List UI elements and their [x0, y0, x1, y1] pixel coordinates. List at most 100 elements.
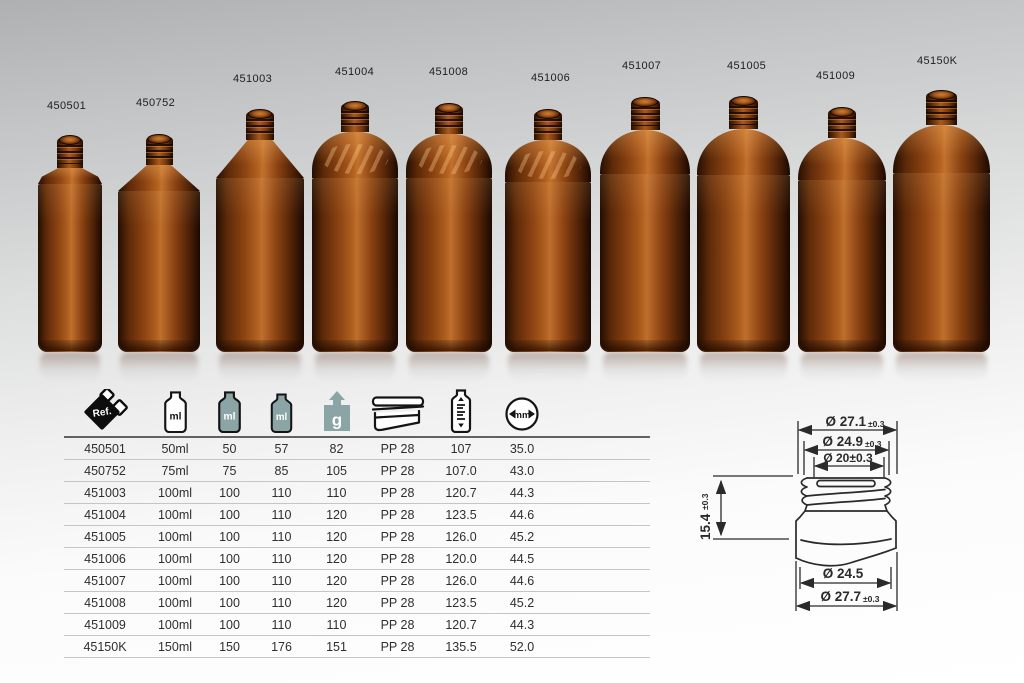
cell-nominal-capacity: 100ml	[146, 503, 204, 526]
bottle-label: 451004	[335, 66, 375, 78]
table-row: 45150K 150ml 150 176 151 PP 28 135.5 52.0	[64, 635, 650, 658]
cell-spacer	[552, 591, 650, 614]
weight-icon: g	[323, 391, 350, 431]
table-row: 451006 100ml 100 110 120 PP 28 120.0 44.5	[64, 547, 650, 570]
column-header-spacer	[552, 381, 650, 438]
cell-brimful-capacity: 85	[255, 459, 308, 482]
ml-label: ml	[224, 411, 236, 422]
spec-table-header: Ref. ml ml ml g	[64, 381, 650, 438]
dim-bore: Ø 20±0.3	[823, 451, 873, 465]
cell-brimful-capacity: 110	[255, 481, 308, 504]
cell-nominal-capacity: 150ml	[146, 635, 204, 658]
bottle-shoulder	[216, 140, 304, 178]
bottle-reflection	[120, 352, 198, 386]
dim-lower-od: Ø 24.5	[823, 566, 864, 581]
bottle-label: 45150K	[917, 55, 958, 67]
bottle-reflection	[408, 352, 490, 386]
bottle-label: 451005	[727, 60, 767, 72]
cell-neck-finish: PP 28	[365, 525, 430, 548]
bottle-neck	[534, 109, 562, 140]
cell-capacity: 100	[204, 525, 255, 548]
cell-spacer	[552, 481, 650, 504]
cell-diameter: 44.3	[492, 613, 552, 636]
cell-ref: 451004	[64, 503, 146, 526]
column-header-ref-tag: Ref.	[64, 381, 146, 438]
spec-table-body: 450501 50ml 50 57 82 PP 28 107 35.0 450752 75ml 75…	[64, 437, 650, 658]
cell-ref: 451005	[64, 525, 146, 548]
cell-weight: 120	[308, 503, 365, 526]
cell-spacer	[552, 525, 650, 548]
table-row: 451003 100ml 100 110 110 PP 28 120.7 44.3	[64, 481, 650, 504]
cell-diameter: 44.3	[492, 481, 552, 504]
height-gauge-icon	[450, 389, 472, 433]
cell-capacity: 100	[204, 591, 255, 614]
table-row: 450501 50ml 50 57 82 PP 28 107 35.0	[64, 437, 650, 460]
cell-weight: 120	[308, 547, 365, 570]
cell-spacer	[552, 503, 650, 526]
bottle-photo	[893, 90, 990, 386]
bottle-photo	[216, 109, 304, 386]
cell-nominal-capacity: 100ml	[146, 613, 204, 636]
cell-weight: 151	[308, 635, 365, 658]
bottle-body	[505, 182, 591, 352]
bottle-body	[38, 184, 102, 352]
cell-neck-finish: PP 28	[365, 459, 430, 482]
ref-label: Ref.	[92, 406, 113, 420]
cell-height: 107	[430, 437, 492, 460]
cell-nominal-capacity: 100ml	[146, 481, 204, 504]
cell-neck-finish: PP 28	[365, 613, 430, 636]
cell-brimful-capacity: 110	[255, 591, 308, 614]
bottle-shoulder	[406, 134, 492, 178]
bottle-photo	[38, 135, 102, 386]
cell-height: 123.5	[430, 591, 492, 614]
cell-brimful-capacity: 57	[255, 437, 308, 460]
cell-ref: 450752	[64, 459, 146, 482]
bottle-reflection	[800, 352, 884, 386]
bottle-neck	[145, 134, 173, 165]
cell-height: 135.5	[430, 635, 492, 658]
bottle-photo	[406, 103, 492, 386]
bottle-reflection	[602, 352, 688, 386]
cell-nominal-capacity: 50ml	[146, 437, 204, 460]
cell-neck-finish: PP 28	[365, 591, 430, 614]
cell-height: 120.0	[430, 547, 492, 570]
cell-ref: 451006	[64, 547, 146, 570]
column-header-diameter: mm	[492, 381, 552, 438]
cell-nominal-capacity: 75ml	[146, 459, 204, 482]
cell-height: 107.0	[430, 459, 492, 482]
bottle-label: 451003	[233, 73, 273, 85]
bottle-label: 450501	[47, 100, 87, 112]
bottle-photo	[505, 109, 591, 386]
bottle-reflection	[699, 352, 788, 386]
cell-diameter: 43.0	[492, 459, 552, 482]
cell-spacer	[552, 459, 650, 482]
cell-brimful-capacity: 110	[255, 547, 308, 570]
cell-ref: 450501	[64, 437, 146, 460]
bottle-reflection	[507, 352, 589, 386]
bottle-neck	[729, 96, 758, 129]
bottle-neck	[630, 97, 660, 130]
cell-capacity: 100	[204, 503, 255, 526]
diameter-icon: mm	[505, 397, 539, 431]
cell-neck-finish: PP 28	[365, 547, 430, 570]
bottle-label: 451007	[622, 60, 662, 72]
table-row: 451004 100ml 100 110 120 PP 28 123.5 44.6	[64, 503, 650, 526]
cell-brimful-capacity: 110	[255, 569, 308, 592]
bottle-filled-icon: ml	[218, 391, 241, 433]
bottle-photo	[312, 101, 398, 386]
column-header-bottle-outline: ml	[146, 381, 204, 438]
bottle-body	[893, 173, 990, 352]
column-header-bottle-filled-small: ml	[255, 381, 308, 438]
mm-label: mm	[514, 410, 531, 421]
bottle-reflection	[314, 352, 396, 386]
table-row: 451007 100ml 100 110 120 PP 28 126.0 44.6	[64, 569, 650, 592]
dim-top-od-tol: ±0.3	[868, 419, 885, 429]
cell-height: 123.5	[430, 503, 492, 526]
bottle-reflection	[895, 352, 988, 386]
cell-neck-finish: PP 28	[365, 569, 430, 592]
cell-nominal-capacity: 100ml	[146, 547, 204, 570]
bottle-neck	[828, 107, 856, 138]
table-row: 450752 75ml 75 85 105 PP 28 107.0 43.0	[64, 459, 650, 482]
cell-nominal-capacity: 100ml	[146, 591, 204, 614]
cell-spacer	[552, 569, 650, 592]
